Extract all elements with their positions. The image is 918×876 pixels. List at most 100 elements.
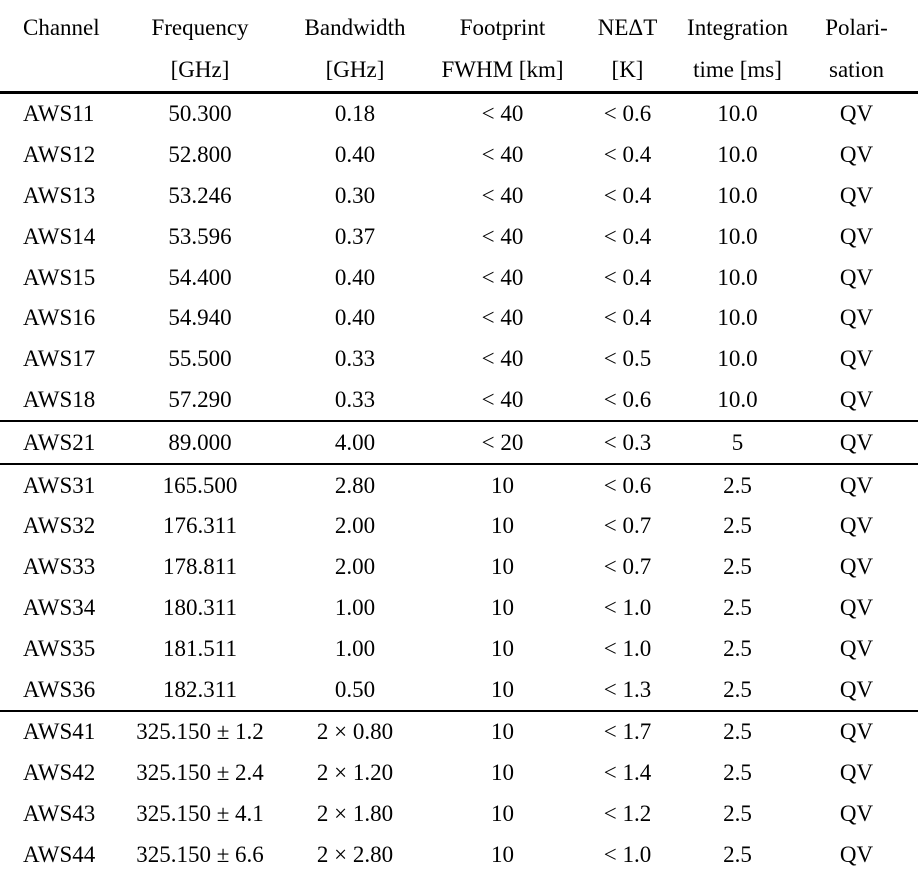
footprint-cell: < 40 xyxy=(481,142,524,168)
table-row: AWS36 182.311 0.50 10 < 1.3 2.5 QV xyxy=(0,669,918,711)
polarisation-cell: QV xyxy=(839,841,874,867)
polarisation-cell: QV xyxy=(839,800,874,826)
integration-time-cell: 10.0 xyxy=(717,101,758,127)
frequency-cell: 180.311 xyxy=(163,594,237,620)
channel-cell: AWS44 xyxy=(23,841,96,867)
footprint-cell: < 40 xyxy=(481,346,524,372)
table-row: AWS21 89.000 4.00 < 20 < 0.3 5 QV xyxy=(0,421,918,464)
integration-time-cell: 2.5 xyxy=(723,594,752,620)
channel-cell: AWS43 xyxy=(23,800,96,826)
channel-cell: AWS36 xyxy=(23,676,96,702)
table-row: AWS42 325.150 ± 2.4 2 × 1.20 10 < 1.4 2.5 QV xyxy=(0,753,918,794)
integration-time-cell: 10.0 xyxy=(717,182,758,208)
frequency-cell: 89.000 xyxy=(168,429,232,455)
polarisation-cell: QV xyxy=(839,472,874,498)
column-header-frequency: Frequency xyxy=(151,15,249,40)
frequency-cell: 53.246 xyxy=(168,182,232,208)
polarisation-cell: QV xyxy=(839,386,874,412)
footprint-cell: < 40 xyxy=(481,101,524,127)
channel-cell: AWS15 xyxy=(23,264,96,290)
footprint-cell: 10 xyxy=(491,676,514,702)
integration-time-cell: 2.5 xyxy=(723,841,752,867)
bandwidth-cell: 1.00 xyxy=(334,594,376,620)
frequency-cell: 325.150 ± 6.6 xyxy=(136,841,264,867)
channel-cell: AWS11 xyxy=(23,101,95,127)
bandwidth-cell: 0.40 xyxy=(334,142,376,168)
nedt-cell: < 0.7 xyxy=(603,554,652,580)
integration-time-cell: 2.5 xyxy=(723,800,752,826)
footprint-cell: < 20 xyxy=(481,429,524,455)
column-header-footprint: Footprint xyxy=(459,15,546,40)
channel-cell: AWS32 xyxy=(23,513,96,539)
bandwidth-cell: 2 × 2.80 xyxy=(316,841,394,867)
table-row: AWS16 54.940 0.40 < 40 < 0.4 10.0 QV xyxy=(0,298,918,339)
frequency-cell: 165.500 xyxy=(162,472,238,498)
column-header-bandwidth-unit: [GHz] xyxy=(325,57,385,82)
bandwidth-cell: 0.37 xyxy=(334,223,376,249)
channel-cell: AWS17 xyxy=(23,346,96,372)
bandwidth-cell: 0.33 xyxy=(334,346,376,372)
column-header-integration-time-unit: time [ms] xyxy=(693,57,782,82)
column-header-polarisation: Polari- xyxy=(825,15,888,40)
table-row: AWS18 57.290 0.33 < 40 < 0.6 10.0 QV xyxy=(0,380,918,422)
integration-time-cell: 2.5 xyxy=(723,635,752,661)
bandwidth-cell: 0.33 xyxy=(334,386,376,412)
polarisation-cell: QV xyxy=(839,676,874,702)
nedt-cell: < 0.4 xyxy=(603,182,652,208)
polarisation-cell: QV xyxy=(839,101,874,127)
footprint-cell: 10 xyxy=(491,760,514,786)
bandwidth-cell: 2.00 xyxy=(334,554,376,580)
table-row: AWS13 53.246 0.30 < 40 < 0.4 10.0 QV xyxy=(0,176,918,217)
bandwidth-cell: 2.80 xyxy=(334,472,376,498)
channel-cell: AWS41 xyxy=(23,719,96,745)
bandwidth-cell: 0.30 xyxy=(334,182,376,208)
frequency-cell: 325.150 ± 4.1 xyxy=(136,800,264,826)
integration-time-cell: 10.0 xyxy=(717,223,758,249)
footprint-cell: 10 xyxy=(491,594,514,620)
footprint-cell: < 40 xyxy=(481,182,524,208)
polarisation-cell: QV xyxy=(839,429,874,455)
nedt-cell: < 0.4 xyxy=(603,223,652,249)
channel-cell: AWS34 xyxy=(23,594,96,620)
frequency-cell: 178.811 xyxy=(163,554,237,580)
integration-time-cell: 2.5 xyxy=(723,513,752,539)
table-row: AWS31 165.500 2.80 10 < 0.6 2.5 QV xyxy=(0,464,918,506)
frequency-cell: 182.311 xyxy=(163,676,237,702)
table-row: AWS14 53.596 0.37 < 40 < 0.4 10.0 QV xyxy=(0,216,918,257)
table-group-2: AWS21 89.000 4.00 < 20 < 0.3 5 QV xyxy=(0,421,918,465)
integration-time-cell: 10.0 xyxy=(717,386,758,412)
column-header-footprint-unit: FWHM [km] xyxy=(441,57,564,82)
channel-cell: AWS35 xyxy=(23,635,96,661)
polarisation-cell: QV xyxy=(839,594,874,620)
frequency-cell: 176.311 xyxy=(163,513,237,539)
channel-cell: AWS14 xyxy=(23,223,96,249)
nedt-cell: < 0.6 xyxy=(603,472,652,498)
frequency-cell: 54.940 xyxy=(168,305,232,331)
column-header-channel: Channel xyxy=(23,15,100,40)
nedt-cell: < 0.4 xyxy=(603,305,652,331)
polarisation-cell: QV xyxy=(839,635,874,661)
polarisation-cell: QV xyxy=(839,760,874,786)
bandwidth-cell: 1.00 xyxy=(334,635,376,661)
column-header-channel-unit xyxy=(0,49,120,93)
table-row: AWS34 180.311 1.00 10 < 1.0 2.5 QV xyxy=(0,588,918,629)
bandwidth-cell: 4.00 xyxy=(334,429,376,455)
polarisation-cell: QV xyxy=(839,513,874,539)
table-group-1: AWS11 50.300 0.18 < 40 < 0.6 10.0 QV AWS12 52.80… xyxy=(0,93,918,422)
polarisation-cell: QV xyxy=(839,182,874,208)
footprint-cell: 10 xyxy=(491,635,514,661)
integration-time-cell: 2.5 xyxy=(723,554,752,580)
column-header-frequency-unit: [GHz] xyxy=(170,57,230,82)
nedt-cell: < 1.0 xyxy=(603,635,652,661)
footprint-cell: < 40 xyxy=(481,305,524,331)
nedt-cell: < 1.2 xyxy=(603,800,652,826)
channel-cell: AWS33 xyxy=(23,554,96,580)
frequency-cell: 325.150 ± 2.4 xyxy=(136,760,264,786)
bandwidth-cell: 0.40 xyxy=(334,305,376,331)
integration-time-cell: 2.5 xyxy=(723,760,752,786)
table-row: AWS12 52.800 0.40 < 40 < 0.4 10.0 QV xyxy=(0,135,918,176)
nedt-cell: < 1.0 xyxy=(603,594,652,620)
bandwidth-cell: 2.00 xyxy=(334,513,376,539)
table-row: AWS35 181.511 1.00 10 < 1.0 2.5 QV xyxy=(0,628,918,669)
